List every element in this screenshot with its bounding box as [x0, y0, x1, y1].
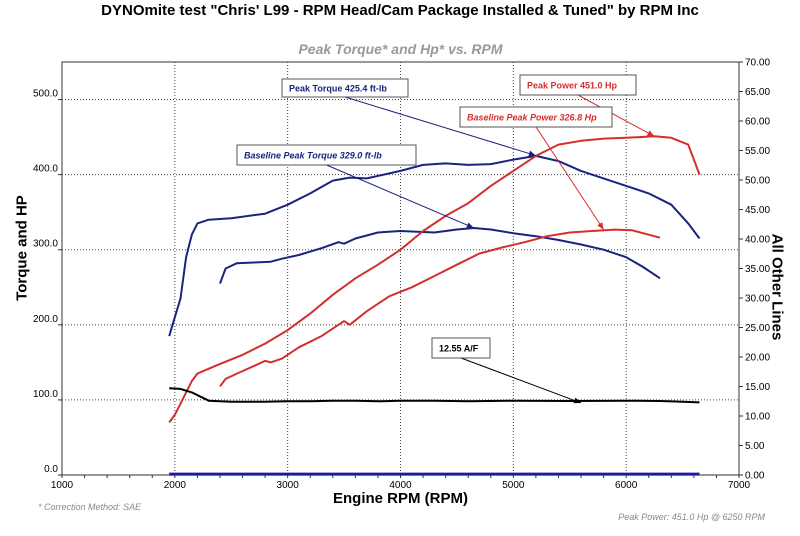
peak_torque-label: Peak Torque 425.4 ft-lb — [289, 84, 387, 94]
ticks: 1000 2000 3000 4000 5000 6000 7000 0.0 100.0 200.… — [33, 58, 770, 492]
y2-tick-label: 50.00 — [745, 176, 770, 187]
y2-tick-label: 25.00 — [745, 323, 770, 334]
peak-power-note: Peak Power: 451.0 Hp @ 6250 RPM — [618, 512, 765, 522]
y-tick-label: 100.0 — [33, 389, 58, 400]
peak_power-arrowhead — [646, 130, 655, 137]
y2-tick-label: 45.00 — [745, 205, 770, 216]
correction-note: * Correction Method: SAE — [38, 502, 142, 512]
peak_torque-leader — [344, 96, 537, 157]
y2-tick-label: 55.00 — [745, 146, 770, 157]
y-tick-label: 200.0 — [33, 314, 58, 325]
baseline_peak_power-label: Baseline Peak Power 326.8 Hp — [467, 113, 597, 123]
peak_torque-arrowhead — [528, 150, 536, 157]
baseline_peak_power-leader — [535, 126, 605, 230]
y2-tick-label: 20.00 — [745, 353, 770, 364]
x-tick-label: 6000 — [615, 480, 638, 491]
afr_label-box — [431, 337, 491, 359]
series-lines — [168, 135, 701, 476]
y-tick-label: 300.0 — [33, 239, 58, 250]
baseline_peak_power-box — [459, 106, 613, 128]
afr_label-arrowhead — [573, 397, 582, 404]
chart-title: DYNOmite test "Chris' L99 - RPM Head/Cam… — [101, 2, 699, 19]
peak_power-leader — [577, 94, 655, 137]
series-baseline_torque — [219, 227, 661, 284]
x-tick-label: 2000 — [164, 480, 187, 491]
y2-tick-label: 30.00 — [745, 294, 770, 305]
peak_power-box — [519, 74, 637, 96]
x-tick-label: 3000 — [277, 480, 300, 491]
x-axis-label: Engine RPM (RPM) — [333, 490, 468, 507]
annotations: Peak Torque 425.4 ft-lb Baseline Peak Tor… — [236, 74, 655, 404]
series-power — [168, 135, 701, 423]
y2-tick-label: 60.00 — [745, 117, 770, 128]
afr_label-leader — [460, 357, 582, 404]
y2-tick-label: 40.00 — [745, 235, 770, 246]
x-tick-label: 1000 — [51, 480, 74, 491]
y2-tick-label: 15.00 — [745, 382, 770, 393]
y2-tick-label: 5.00 — [745, 441, 765, 452]
peak_power-label: Peak Power 451.0 Hp — [527, 81, 618, 91]
baseline_peak_torque-label: Baseline Peak Torque 329.0 ft-lb — [244, 151, 382, 161]
y-tick-label: 0.0 — [44, 464, 58, 475]
plot-area — [61, 61, 740, 476]
baseline_peak_torque-leader — [326, 164, 475, 229]
x-tick-label: 5000 — [502, 480, 525, 491]
series-afr — [169, 387, 700, 404]
y-tick-label: 400.0 — [33, 164, 58, 175]
y2-tick-label: 35.00 — [745, 264, 770, 275]
peak_torque-box — [281, 78, 409, 98]
series-torque — [168, 154, 701, 337]
y2-tick-label: 65.00 — [745, 87, 770, 98]
y2-tick-label: 70.00 — [745, 58, 770, 69]
x-tick-label: 7000 — [728, 480, 751, 491]
chart-subtitle: Peak Torque* and Hp* vs. RPM — [298, 41, 503, 57]
y-tick-label: 500.0 — [33, 89, 58, 100]
series-baseline_power — [219, 228, 661, 387]
baseline_peak_power-arrowhead — [597, 222, 604, 230]
y2-tick-label: 10.00 — [745, 412, 770, 423]
baseline_peak_torque-box — [236, 144, 417, 166]
afr_label-label: 12.55 A/F — [439, 344, 479, 354]
baseline_peak_torque-arrowhead — [466, 222, 474, 228]
y2-tick-label: 0.00 — [745, 471, 765, 482]
x-tick-label: 4000 — [389, 480, 412, 491]
